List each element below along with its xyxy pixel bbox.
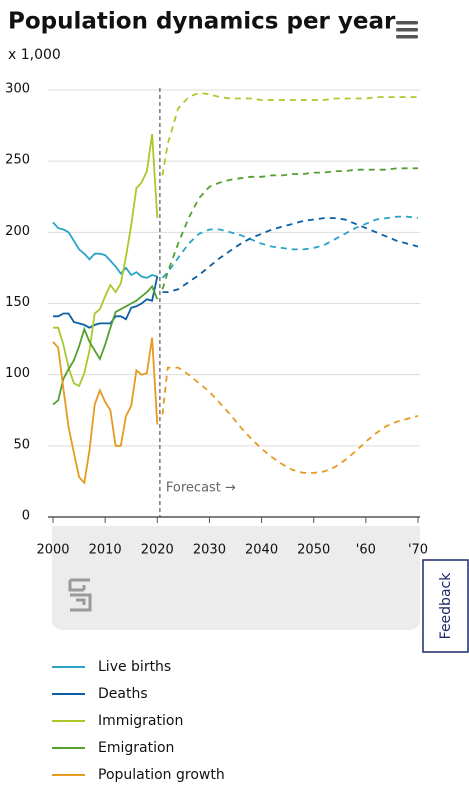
forecast-line-series (161, 366, 419, 474)
legend-label: Population growth (98, 767, 225, 783)
menu-bar (396, 21, 418, 25)
feedback-button[interactable]: Feedback (422, 559, 469, 653)
y-tick-label: 0 (22, 509, 30, 524)
x-tick-label: '70 (408, 543, 428, 558)
x-tick-label: 2050 (297, 543, 330, 558)
feedback-label: Feedback (438, 572, 454, 640)
legend: Live births Deaths Immigration Emigration Po… (52, 659, 225, 783)
line-series (53, 276, 159, 329)
x-tick-label: 2000 (36, 543, 69, 558)
y-tick-label: 100 (5, 366, 30, 381)
x-tick-label: 2030 (193, 543, 226, 558)
feedback-box (422, 559, 469, 653)
line-series (52, 337, 159, 485)
forecast-line-series (161, 167, 418, 290)
legend-label: Immigration (98, 713, 183, 729)
line-series (52, 284, 159, 406)
legend-label: Deaths (98, 686, 148, 702)
chart-title: Population dynamics per year (8, 9, 396, 35)
axis-panel (52, 526, 420, 630)
forecast-line-series (161, 215, 419, 279)
unit-label: x 1,000 (8, 47, 61, 63)
legend-label: Emigration (98, 740, 174, 756)
logo (68, 578, 92, 612)
y-tick-label: 200 (5, 224, 30, 239)
y-tick-label: 150 (5, 295, 30, 310)
y-tick-label: 300 (5, 82, 30, 97)
x-tick-label: 2040 (245, 543, 278, 558)
x-tick-label: '60 (356, 543, 376, 558)
line-series (53, 133, 159, 388)
forecast-line-series (161, 91, 418, 176)
y-tick-label: 50 (13, 437, 30, 452)
menu-bar (396, 35, 418, 39)
line-series (52, 221, 158, 279)
x-tick-label: 2010 (89, 543, 122, 558)
x-tick-label: 2020 (141, 543, 174, 558)
logo-shape (68, 578, 92, 612)
forecast-annotation: Forecast → (166, 481, 236, 496)
menu-bar (396, 28, 418, 32)
menu-button[interactable] (396, 21, 418, 39)
plot: 0 50 100 150 200 250 300 2000 2010 2020 2030 2040 20… (5, 82, 428, 558)
legend-label: Live births (98, 659, 171, 675)
y-tick-label: 250 (5, 153, 30, 168)
forecast-line-series (162, 217, 419, 293)
